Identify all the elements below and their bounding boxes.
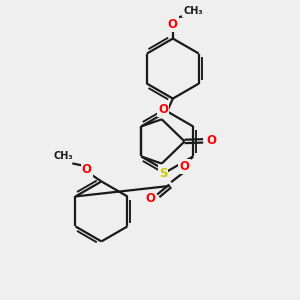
Text: O: O (207, 134, 217, 147)
Text: O: O (168, 17, 178, 31)
Text: O: O (145, 192, 155, 205)
Text: O: O (180, 160, 190, 173)
Text: O: O (158, 103, 168, 116)
Text: CH₃: CH₃ (54, 151, 74, 161)
Text: O: O (82, 163, 92, 176)
Text: S: S (159, 167, 167, 179)
Text: CH₃: CH₃ (183, 6, 203, 16)
